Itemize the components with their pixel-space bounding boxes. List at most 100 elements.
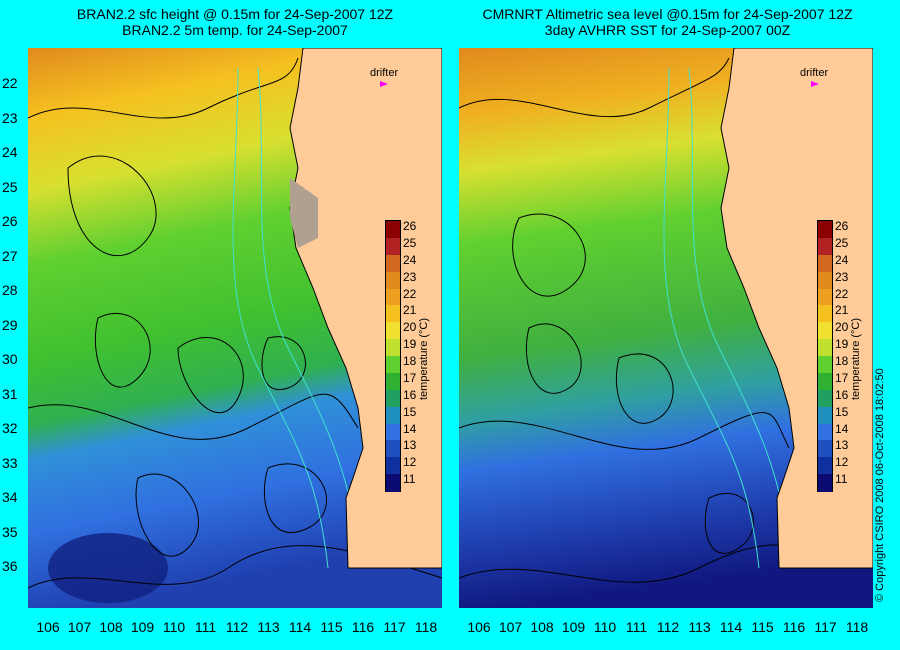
colorbar-swatch	[818, 372, 832, 391]
colorbar-tick-label: 19	[403, 337, 417, 352]
lon-tick-label: 107	[67, 619, 92, 635]
colorbar-tick-label: 23	[403, 269, 417, 284]
colorbar-swatch	[386, 440, 400, 458]
lon-tick-label: 115	[751, 619, 774, 635]
right-title-line2: 3day AVHRR SST for 24-Sep-2007 00Z	[544, 22, 791, 38]
colorbar-tick-label: 24	[835, 252, 849, 267]
lon-tick-label: 118	[845, 619, 869, 635]
colorbar-tick-label: 11	[835, 472, 848, 487]
lon-tick-label: 116	[351, 619, 375, 635]
lon-tick-label: 109	[561, 619, 586, 635]
colorbar-tick-label: 14	[835, 421, 849, 436]
colorbar-tick-label: 25	[403, 235, 417, 250]
colorbar-swatch	[818, 389, 832, 408]
colorbar-swatch	[818, 423, 832, 441]
left-map-panel[interactable]	[28, 48, 442, 608]
colorbar-tick-label: 21	[403, 303, 417, 318]
colorbar-tick-label: 12	[403, 455, 417, 470]
lon-tick-label: 111	[194, 619, 217, 635]
colorbar-swatch	[818, 406, 832, 424]
colorbar-swatch	[818, 271, 832, 289]
lon-tick-label: 114	[288, 619, 312, 635]
colorbar-swatch	[386, 389, 400, 408]
left-title-line1: BRAN2.2 sfc height @ 0.15m for 24-Sep-20…	[76, 6, 394, 22]
colorbar-swatch	[386, 221, 400, 239]
colorbar-tick-label: 19	[835, 337, 849, 352]
colorbar-tick-label: 16	[403, 387, 417, 402]
lon-tick-label: 108	[530, 619, 554, 635]
colorbar-swatch	[386, 356, 400, 374]
lat-tick-label: 35	[2, 523, 18, 540]
lon-tick-label: 113	[688, 619, 711, 635]
right-colorbar-title: temperature (°C)	[850, 317, 862, 400]
colorbar-swatch	[818, 339, 832, 357]
lat-tick-label: 30	[2, 351, 18, 367]
colorbar-tick-label: 25	[835, 235, 849, 250]
colorbar-tick-label: 22	[835, 286, 849, 301]
colorbar-swatch	[818, 457, 832, 475]
colorbar-swatch	[386, 457, 400, 475]
colorbar-swatch	[386, 423, 400, 441]
colorbar-tick-label: 15	[835, 404, 849, 419]
lat-tick-label: 34	[2, 489, 18, 505]
colorbar-swatch	[818, 237, 832, 256]
lon-tick-label: 112	[656, 619, 680, 635]
colorbar-swatch	[386, 372, 400, 391]
left-colorbar	[385, 220, 401, 492]
lon-tick-label: 110	[162, 619, 186, 635]
lon-tick-label: 106	[36, 619, 60, 635]
lat-tick-label: 22	[2, 75, 18, 91]
colorbar-swatch	[818, 305, 832, 323]
lat-tick-label: 31	[2, 385, 18, 402]
lon-tick-label: 110	[593, 619, 617, 635]
lon-tick-label: 106	[467, 619, 491, 635]
lat-tick-label: 25	[2, 178, 18, 195]
colorbar-swatch	[818, 440, 832, 458]
left-title-line2: BRAN2.2 5m temp. for 24-Sep-2007	[122, 22, 348, 38]
colorbar-tick-label: 18	[835, 354, 849, 368]
colorbar-swatch	[386, 322, 400, 340]
colorbar-tick-label: 11	[403, 472, 416, 487]
colorbar-swatch	[386, 305, 400, 323]
colorbar-swatch	[818, 221, 832, 239]
left-drifter-label: drifter	[370, 67, 399, 79]
colorbar-tick-label: 24	[403, 252, 417, 267]
colorbar-tick-label: 14	[403, 421, 417, 436]
lat-tick-label: 24	[2, 144, 18, 160]
colorbar-tick-label: 17	[403, 370, 417, 385]
colorbar-swatch	[818, 356, 832, 374]
colorbar-tick-label: 26	[403, 219, 417, 233]
colorbar-swatch	[818, 474, 832, 492]
land-mass	[720, 48, 873, 569]
colorbar-tick-label: 15	[403, 404, 417, 419]
copyright-notice: © Copyright CSIRO 2008 06-Oct-2008 18:02…	[874, 368, 886, 602]
lon-tick-label: 108	[99, 619, 123, 635]
colorbar-tick-label: 23	[835, 269, 849, 284]
colorbar-tick-label: 13	[835, 438, 849, 453]
lon-tick-label: 109	[130, 619, 155, 635]
isobaths	[663, 67, 790, 569]
right-drifter-label: drifter	[800, 67, 829, 79]
lon-tick-label: 111	[625, 619, 648, 635]
lat-tick-label: 36	[2, 558, 18, 574]
lon-tick-label: 117	[814, 619, 837, 635]
cold-eddy	[48, 533, 168, 603]
drifter-icon	[380, 81, 388, 87]
lat-tick-label: 26	[2, 213, 18, 229]
right-panel-title: CMRNRT Altimetric sea level @0.15m for 2…	[455, 6, 880, 38]
colorbar-tick-label: 16	[835, 387, 849, 402]
colorbar-tick-label: 21	[835, 303, 849, 318]
right-map-panel[interactable]	[459, 48, 873, 608]
land-mass	[289, 48, 442, 569]
right-map-canvas	[459, 48, 873, 608]
colorbar-swatch	[386, 339, 400, 357]
colorbar-tick-label: 13	[403, 438, 417, 453]
isobaths	[232, 67, 359, 569]
lat-tick-label: 23	[2, 109, 18, 126]
lon-tick-label: 116	[782, 619, 806, 635]
lon-tick-label: 114	[719, 619, 743, 635]
colorbar-tick-label: 26	[835, 219, 849, 233]
colorbar-swatch	[386, 237, 400, 256]
colorbar-tick-label: 20	[835, 320, 849, 335]
right-title-line1: CMRNRT Altimetric sea level @0.15m for 2…	[482, 6, 853, 22]
